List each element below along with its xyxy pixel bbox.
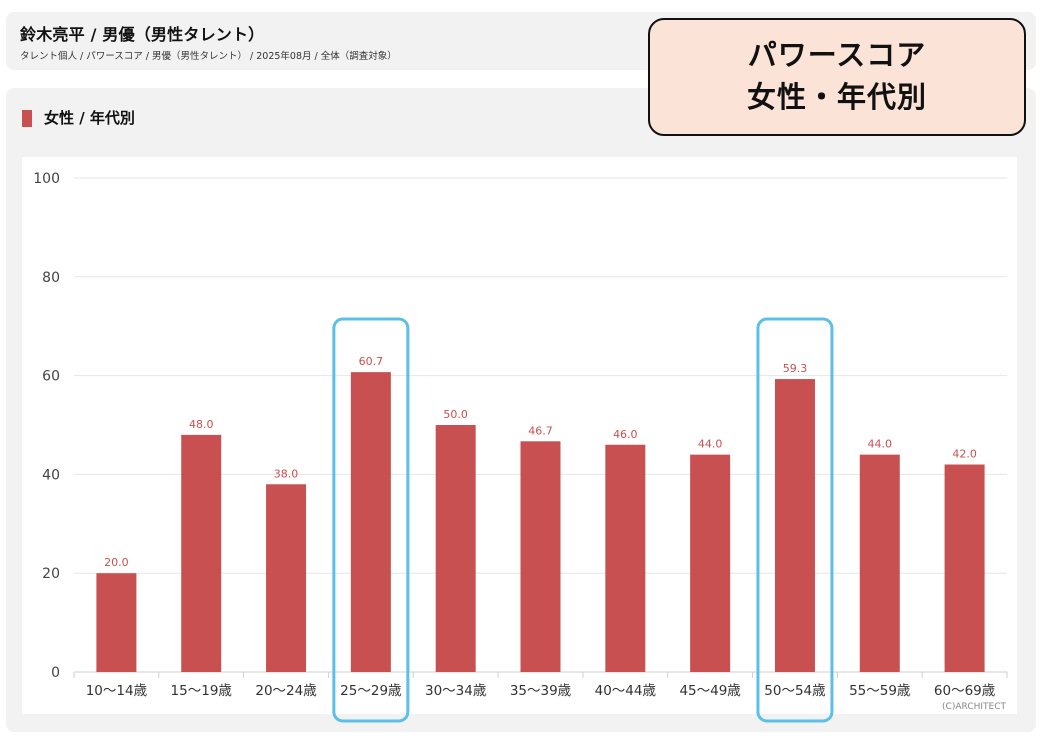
y-tick-label: 40 <box>42 467 60 483</box>
x-tick-label: 50〜54歳 <box>764 683 826 699</box>
breadcrumb: タレント個人 / パワースコア / 男優（男性タレント） / 2025年08月 … <box>20 51 397 62</box>
y-tick-label: 0 <box>51 665 60 681</box>
x-tick-label: 25〜29歳 <box>340 683 402 699</box>
y-tick-label: 20 <box>42 566 60 582</box>
x-tick-label: 35〜39歳 <box>510 683 572 699</box>
data-label: 44.0 <box>698 438 723 451</box>
data-label: 38.0 <box>274 467 299 480</box>
bar <box>774 379 815 672</box>
y-tick-label: 80 <box>42 270 60 286</box>
x-tick-label: 55〜59歳 <box>849 683 911 699</box>
data-label: 44.0 <box>868 438 893 451</box>
bar <box>690 454 731 672</box>
credit-text: (C)ARCHITECT <box>942 702 1006 712</box>
data-label: 59.3 <box>783 362 808 375</box>
data-label: 46.7 <box>528 424 553 437</box>
bar <box>859 454 900 672</box>
bar <box>96 573 137 672</box>
x-tick-label: 45〜49歳 <box>679 683 741 699</box>
highlight-box <box>332 317 410 723</box>
bar <box>520 441 561 672</box>
bar <box>181 434 222 672</box>
x-tick-label: 30〜34歳 <box>425 683 487 699</box>
data-label: 20.0 <box>104 556 129 569</box>
x-tick-label: 60〜69歳 <box>934 683 996 699</box>
page-title: 鈴木亮平 / 男優（男性タレント） <box>20 25 265 44</box>
overlay-line-2: 女性・年代別 <box>746 80 927 114</box>
x-tick-label: 40〜44歳 <box>595 683 657 699</box>
bar <box>350 372 391 672</box>
x-tick-label: 20〜24歳 <box>255 683 317 699</box>
bar <box>435 425 476 672</box>
highlight-box <box>756 317 834 723</box>
data-label: 46.0 <box>613 428 638 441</box>
section-title: 女性 / 年代別 <box>44 109 135 127</box>
data-label: 48.0 <box>189 418 214 431</box>
data-label: 42.0 <box>952 448 977 461</box>
y-tick-label: 60 <box>42 369 60 385</box>
y-tick-label: 100 <box>33 171 60 187</box>
overlay-line-1: パワースコア <box>747 38 927 72</box>
overlay-callout: パワースコア 女性・年代別 <box>648 18 1026 136</box>
x-tick-label: 15〜19歳 <box>171 683 233 699</box>
data-label: 60.7 <box>359 355 384 368</box>
bar <box>944 464 985 672</box>
bar <box>605 444 646 672</box>
section-marker <box>22 110 32 127</box>
data-label: 50.0 <box>443 408 468 421</box>
bar <box>266 484 307 672</box>
x-tick-label: 10〜14歳 <box>86 683 148 699</box>
